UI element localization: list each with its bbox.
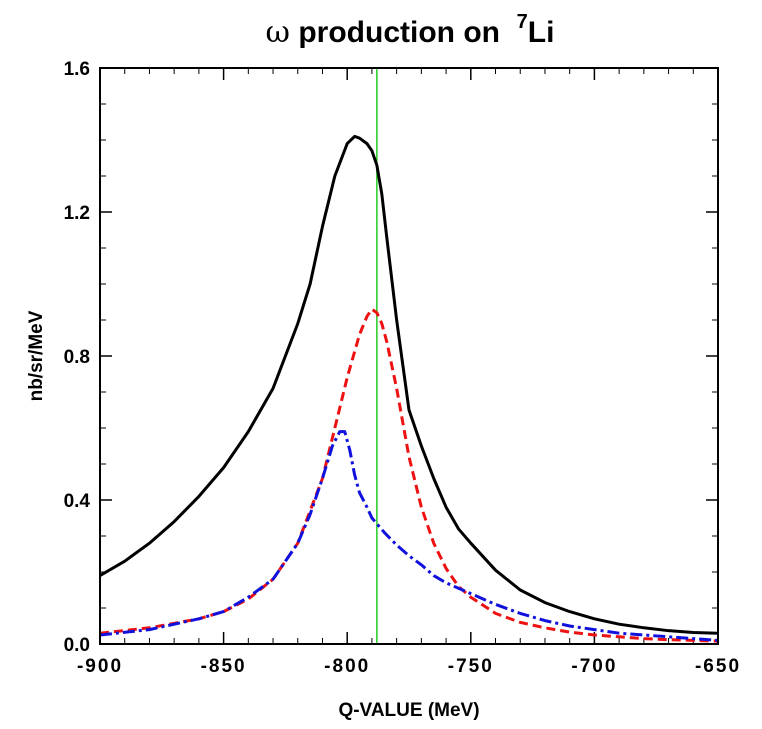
x-axis-label: Q-VALUE (MeV)	[338, 700, 479, 721]
x-tick-label: -850	[201, 656, 247, 677]
y-tick-label: 0.4	[64, 491, 91, 512]
x-tick-label: -750	[448, 656, 494, 677]
title-main: production on	[290, 16, 517, 49]
y-tick-label: 0.8	[64, 347, 90, 368]
series-line-2	[100, 307, 718, 643]
title-superscript: 7	[517, 11, 528, 33]
y-axis-label: nb/sr/MeV	[26, 310, 47, 401]
plot-area: -900 -850 -800 -750 -700 -650 0.0 0.4 0.8 1.2 1.6	[64, 59, 741, 677]
title-element: Li	[528, 16, 555, 49]
series-line-1	[100, 134, 718, 635]
y-tick-label: 1.2	[64, 203, 90, 224]
x-tick-label: -800	[324, 656, 370, 677]
y-tick-label: 1.6	[64, 59, 90, 80]
x-tick-label: -700	[571, 656, 617, 677]
title-symbol: ω	[266, 15, 290, 50]
x-tick-label: -650	[695, 656, 741, 677]
series-line-3	[100, 430, 718, 642]
y-tick-label: 0.0	[64, 635, 90, 656]
plot-frame	[99, 67, 719, 645]
x-tick-label: -900	[77, 656, 123, 677]
chart-title: ω production on 7Li	[266, 11, 555, 50]
